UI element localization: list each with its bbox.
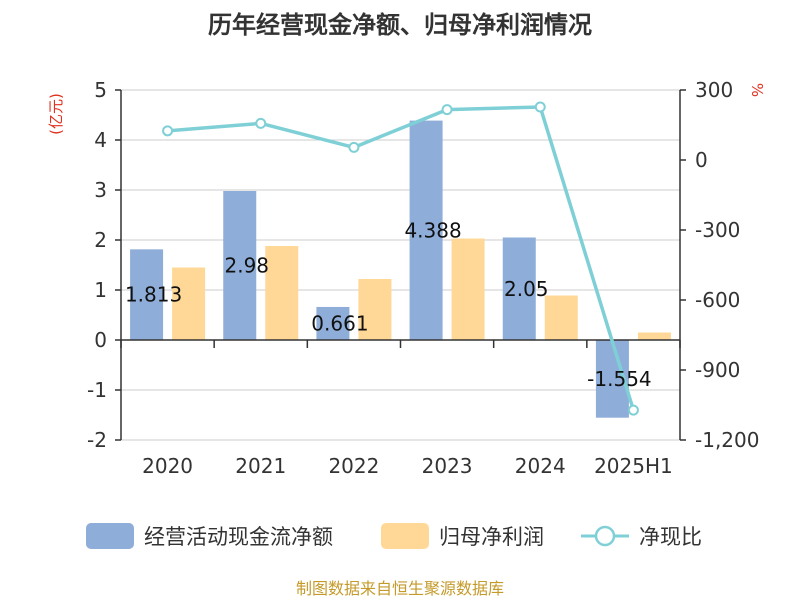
x-tick-label: 2025H1 (594, 454, 673, 478)
ratio-point (255, 117, 267, 129)
bar-cash-flow (223, 191, 257, 340)
bar-net-profit (451, 238, 485, 340)
data-label: 1.813 (125, 283, 182, 307)
left-tick-label: 5 (94, 78, 107, 102)
data-label: 4.388 (404, 218, 461, 242)
data-label: -1.554 (587, 367, 651, 391)
ratio-point (627, 404, 639, 416)
legend[interactable]: 经营活动现金流净额 归母净利润 净现比 (86, 523, 702, 549)
ratio-point (441, 104, 453, 116)
right-tick-label: 0 (695, 148, 708, 172)
data-label: 2.05 (504, 277, 549, 301)
legend-label: 经营活动现金流净额 (144, 525, 333, 549)
bar-net-profit (637, 332, 671, 340)
left-tick-label: 2 (94, 228, 107, 252)
left-tick-label: 3 (94, 178, 107, 202)
x-tick-label: 2020 (142, 454, 193, 478)
right-tick-label: -1,200 (695, 428, 759, 452)
bar-net-profit (172, 267, 206, 340)
right-tick-label: 300 (695, 78, 733, 102)
right-tick-label: -600 (695, 288, 740, 312)
axes: -2 -1 0 1 2 3 4 5 -1,200 -900 -600 -300 0 300 2020 2021… (87, 78, 759, 478)
data-label: 2.98 (224, 254, 269, 278)
right-tick-label: -300 (695, 218, 740, 242)
legend-swatch (381, 523, 429, 549)
legend-item[interactable]: 归母净利润 (381, 523, 544, 549)
right-axis-unit: % (748, 83, 766, 97)
legend-item[interactable]: 净现比 (581, 525, 702, 549)
bar-net-profit (544, 295, 578, 340)
legend-item[interactable]: 经营活动现金流净额 (86, 523, 333, 549)
source-note: 制图数据来自恒生聚源数据库 (296, 579, 504, 598)
bar-cash-flow (316, 306, 350, 340)
data-label: 0.661 (311, 311, 368, 335)
bar-cash-flow (409, 120, 443, 340)
legend-swatch (86, 523, 134, 549)
right-tick-label: -900 (695, 358, 740, 382)
left-tick-label: 0 (94, 328, 107, 352)
left-tick-label: -2 (87, 428, 107, 452)
x-tick-label: 2021 (235, 454, 286, 478)
left-tick-label: -1 (87, 378, 107, 402)
bar-net-profit (358, 279, 392, 340)
bar-cash-flow (502, 237, 536, 340)
ratio-point (162, 125, 174, 137)
x-tick-label: 2023 (422, 454, 473, 478)
ratio-line (162, 101, 639, 416)
left-axis-unit: (亿元) (47, 93, 65, 135)
left-tick-label: 4 (94, 128, 107, 152)
bar-cash-flow (130, 249, 164, 340)
legend-marker (594, 525, 616, 547)
ratio-point (348, 141, 360, 153)
bars (130, 120, 671, 418)
ratio-point (534, 101, 546, 113)
chart-title: 历年经营现金净额、归母净利润情况 (208, 11, 592, 39)
bar-net-profit (265, 246, 299, 340)
legend-label: 净现比 (639, 525, 702, 549)
x-tick-label: 2024 (515, 454, 566, 478)
left-tick-label: 1 (94, 278, 107, 302)
legend-label: 归母净利润 (439, 525, 544, 549)
data-labels: 1.813 2.98 0.661 4.388 2.05 -1.554 (125, 218, 652, 391)
x-tick-label: 2022 (328, 454, 379, 478)
ratio-line-path (167, 105, 636, 411)
